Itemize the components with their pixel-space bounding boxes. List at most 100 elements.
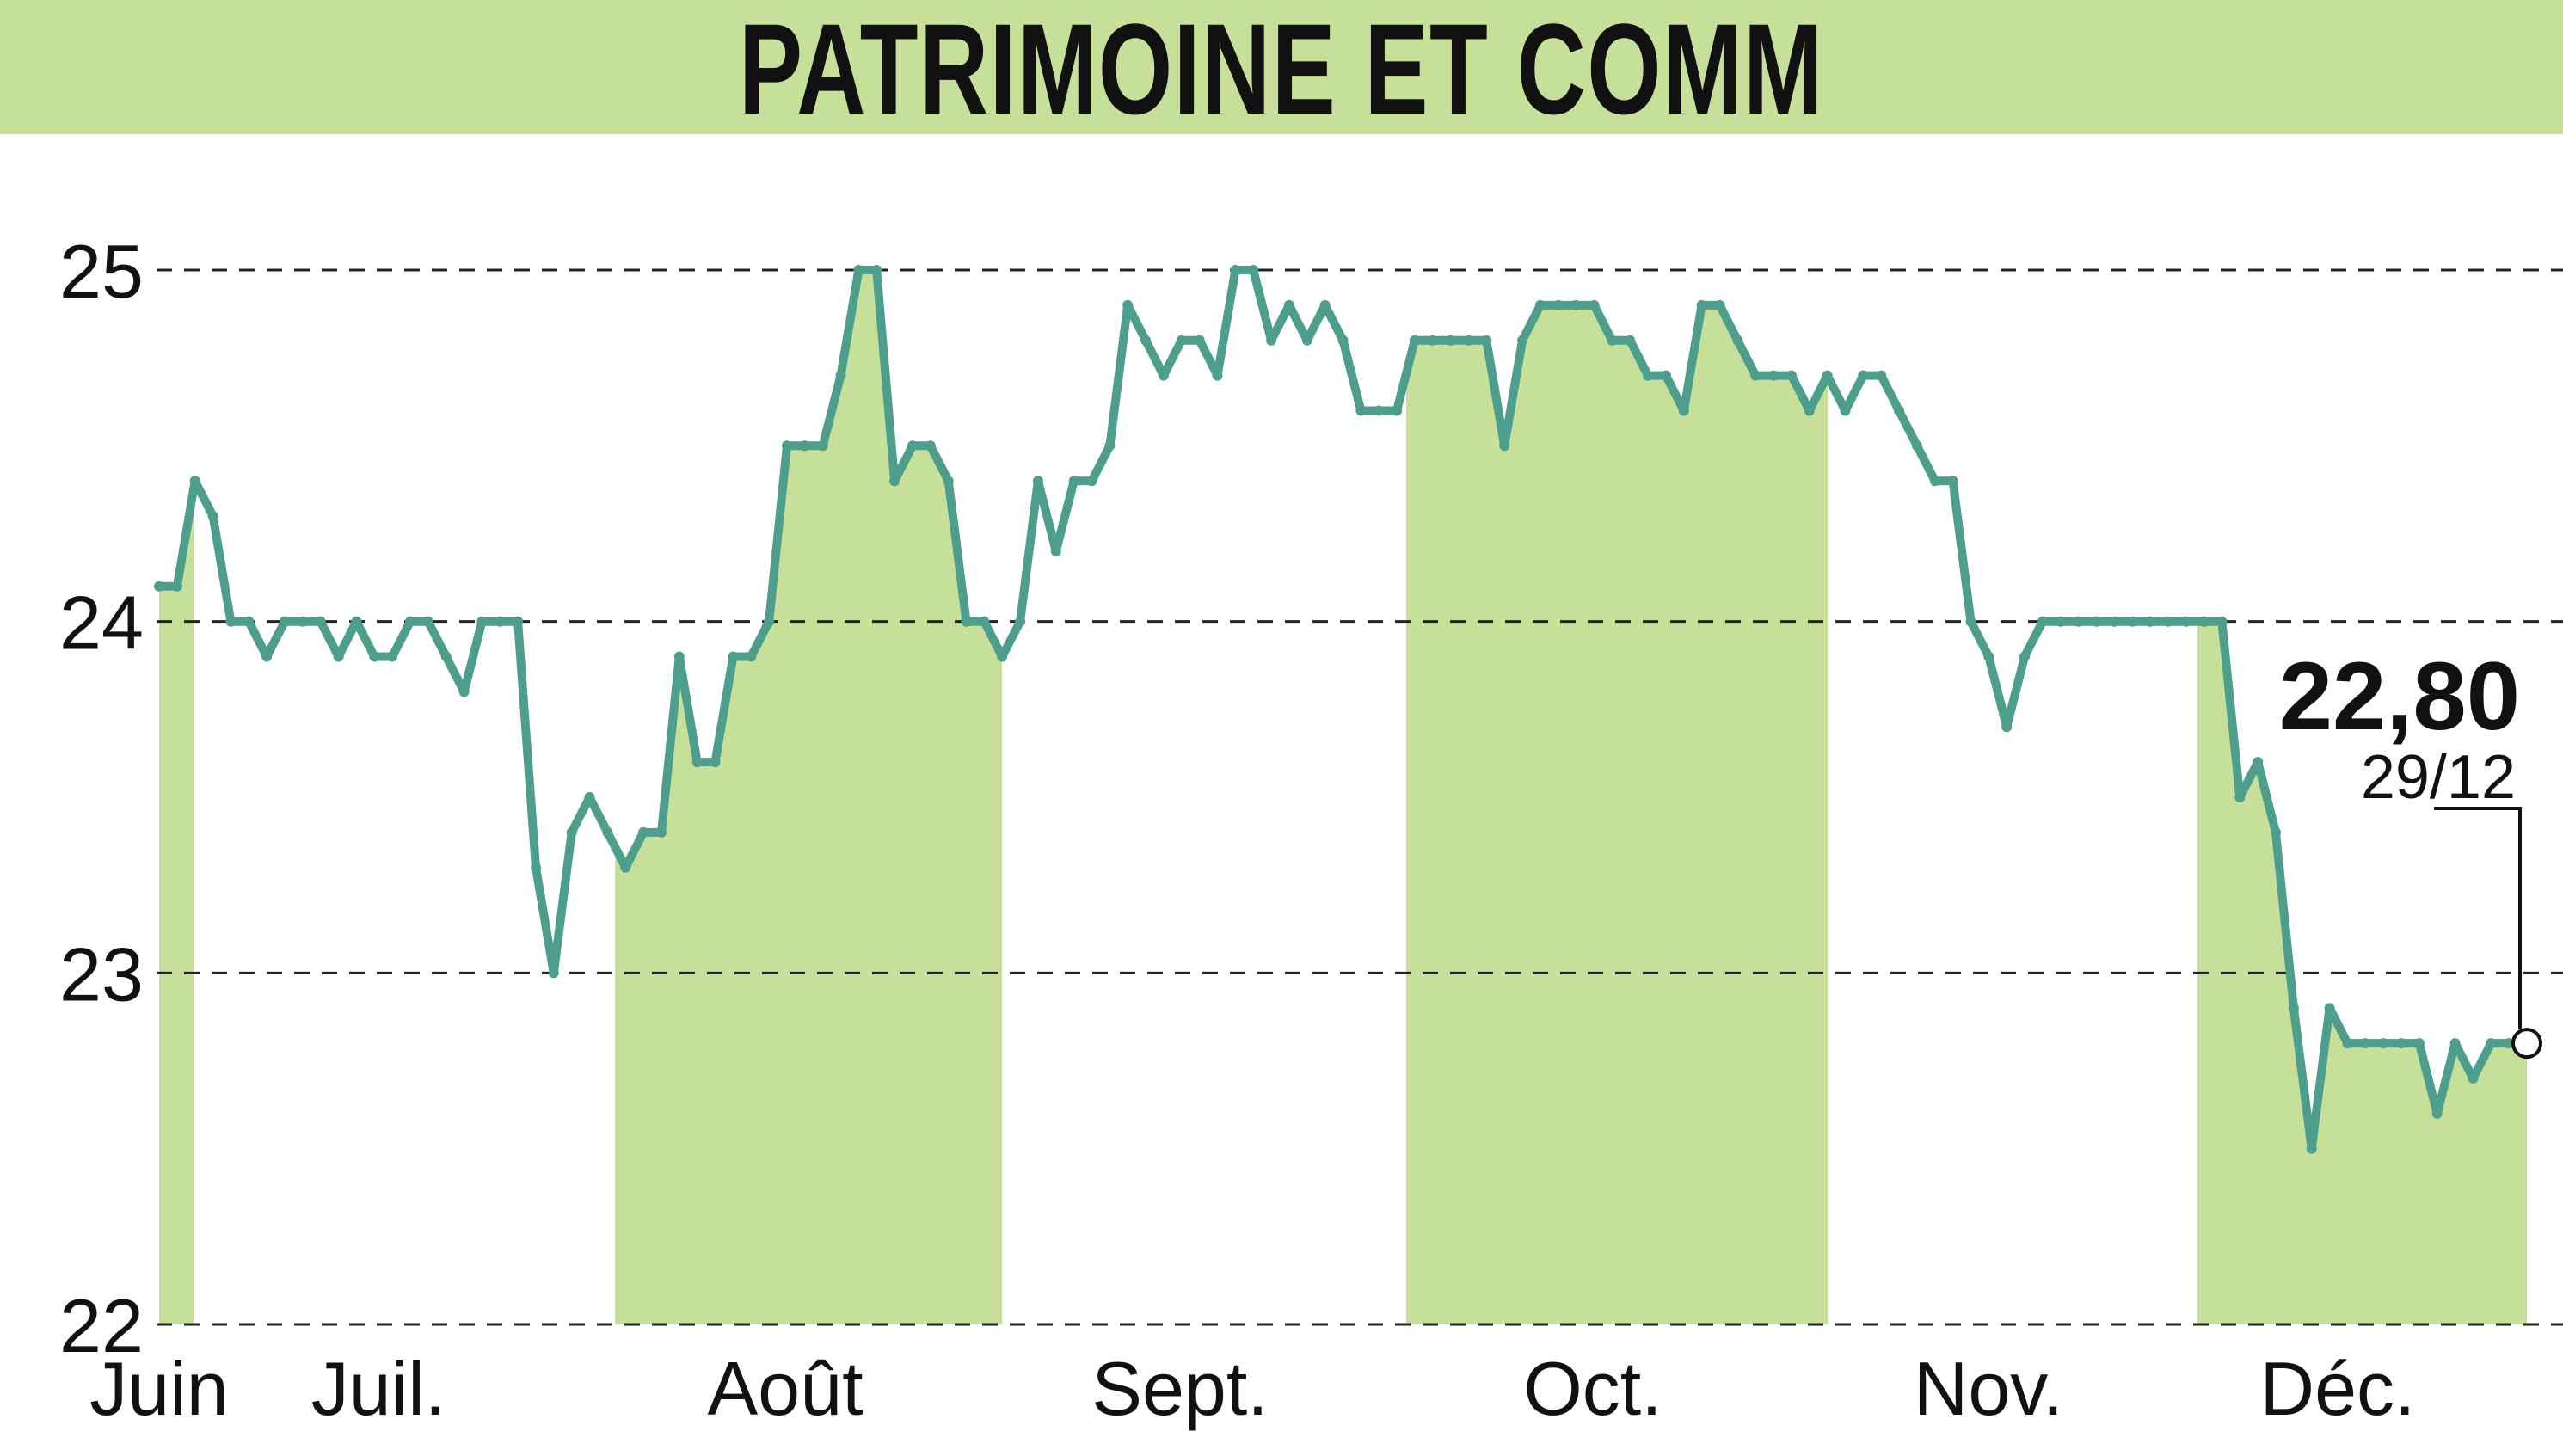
x-tick-label: Août: [707, 1346, 863, 1431]
band-dec: [2197, 621, 2527, 1324]
data-point: [1965, 616, 1976, 627]
data-point: [925, 440, 936, 452]
last-value-label: 22,80: [2279, 642, 2520, 750]
data-point: [2073, 616, 2084, 627]
data-point: [620, 862, 631, 873]
data-point: [333, 651, 344, 662]
data-point: [584, 792, 595, 802]
data-point: [907, 440, 918, 452]
y-tick-label: 25: [59, 229, 144, 314]
data-point: [728, 651, 739, 662]
data-point: [1894, 405, 1904, 416]
data-point: [1643, 370, 1654, 381]
data-point: [2342, 1038, 2353, 1049]
data-point: [351, 616, 362, 627]
data-point: [1660, 370, 1671, 381]
data-point: [2378, 1038, 2389, 1049]
data-point: [2198, 616, 2210, 627]
month-bands: [159, 270, 2527, 1324]
data-point: [1266, 335, 1277, 346]
data-point: [638, 826, 649, 838]
data-point: [2396, 1038, 2406, 1049]
band-aout: [615, 270, 1002, 1324]
annotation-leader: [2434, 807, 2522, 1030]
data-point: [1876, 370, 1887, 381]
data-point: [1804, 405, 1815, 416]
data-point: [1355, 405, 1367, 416]
data-point: [1589, 299, 1600, 310]
data-point: [1983, 651, 1994, 662]
data-point: [458, 686, 470, 697]
data-point: [961, 616, 972, 627]
data-point: [440, 651, 452, 662]
data-point: [1176, 335, 1187, 346]
data-point: [1929, 476, 1940, 487]
data-point: [799, 440, 810, 452]
data-point: [1427, 335, 1438, 346]
data-point: [2216, 616, 2228, 627]
data-point: [1230, 265, 1241, 275]
data-point: [2431, 1108, 2443, 1119]
data-point: [315, 616, 326, 627]
data-point: [1283, 299, 1294, 310]
data-point: [495, 616, 506, 627]
data-point: [1086, 476, 1097, 487]
data-point: [2504, 1038, 2515, 1049]
data-point: [369, 651, 380, 662]
data-point: [225, 616, 237, 627]
data-point: [2180, 616, 2191, 627]
data-point: [405, 616, 415, 627]
data-point: [1785, 370, 1797, 381]
data-point: [871, 265, 882, 275]
data-point: [710, 757, 721, 768]
data-point: [1607, 335, 1618, 346]
data-point: [513, 616, 524, 627]
data-point: [602, 826, 613, 838]
data-point: [1858, 370, 1869, 381]
x-tick-label: Oct.: [1523, 1346, 1662, 1431]
band-oct: [1406, 304, 1828, 1324]
data-point: [1534, 299, 1546, 310]
data-point: [2019, 651, 2030, 662]
data-point: [2145, 616, 2155, 627]
data-point: [1463, 335, 1474, 346]
series-line: [155, 266, 2531, 1153]
data-point: [2324, 1003, 2335, 1014]
data-point: [1732, 335, 1743, 346]
data-point: [1911, 440, 1922, 452]
data-point: [207, 511, 218, 522]
x-axis-months: Juin Juil. Août Sept. Oct. Nov. Déc.: [89, 1346, 2415, 1431]
data-point: [1212, 370, 1223, 381]
data-point: [2001, 722, 2013, 733]
data-point: [2234, 792, 2246, 802]
data-point: [476, 616, 488, 627]
data-point: [1409, 335, 1420, 346]
y-tick-label: 22: [59, 1283, 144, 1368]
data-point: [1104, 440, 1116, 452]
data-point: [1625, 335, 1636, 346]
data-point: [1068, 476, 1079, 487]
data-point: [2449, 1038, 2461, 1049]
data-point: [1696, 299, 1707, 310]
data-point: [997, 651, 1008, 662]
y-tick-label: 23: [59, 931, 144, 1017]
x-tick-label: Juin: [89, 1346, 228, 1431]
data-point: [2360, 1038, 2371, 1049]
band-juin: [159, 489, 194, 1324]
data-point: [2413, 1038, 2425, 1049]
data-point: [1374, 405, 1385, 416]
x-tick-label: Déc.: [2260, 1346, 2416, 1431]
data-point: [2162, 616, 2173, 627]
price-series: [154, 265, 2532, 1154]
last-point-marker: [2511, 1028, 2542, 1060]
data-point: [764, 616, 775, 627]
data-point: [2037, 616, 2048, 627]
data-point: [1714, 299, 1725, 310]
data-point: [1481, 335, 1492, 346]
data-point: [422, 616, 433, 627]
data-point: [2127, 616, 2138, 627]
data-point: [261, 651, 273, 662]
data-point: [1552, 299, 1564, 310]
x-tick-label: Juil.: [311, 1346, 446, 1431]
data-point: [387, 651, 398, 662]
